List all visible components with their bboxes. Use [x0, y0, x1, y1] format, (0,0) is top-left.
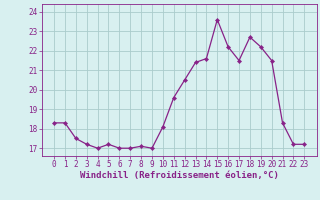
X-axis label: Windchill (Refroidissement éolien,°C): Windchill (Refroidissement éolien,°C): [80, 171, 279, 180]
